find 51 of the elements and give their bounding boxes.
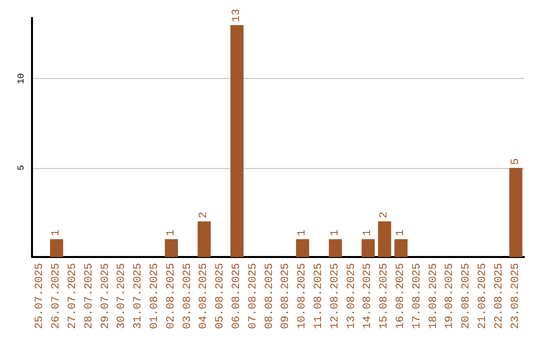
x-tick-label: 20.08.2025	[460, 262, 473, 330]
x-tick-label: 31.07.2025	[132, 262, 145, 330]
x-tick-label: 23.08.2025	[510, 262, 522, 330]
x-tick-label: 04.08.2025	[198, 262, 210, 330]
x-tick-label: 21.08.2025	[477, 262, 489, 330]
x-tick-label: 13.08.2025	[346, 262, 358, 330]
bar	[509, 168, 522, 257]
x-tick-label: 22.08.2025	[493, 262, 506, 330]
x-tick-label: 29.07.2025	[100, 262, 112, 330]
data-label: 1	[329, 229, 342, 236]
data-label: 2	[378, 212, 391, 218]
x-tick-label: 25.07.2025	[34, 262, 46, 330]
x-tick-label: 27.07.2025	[67, 262, 79, 330]
x-tick-label: 28.07.2025	[83, 262, 96, 330]
data-label: 2	[198, 212, 210, 218]
data-label: 13	[231, 8, 243, 22]
bar	[362, 239, 375, 257]
x-tick-label: 26.07.2025	[50, 262, 63, 330]
data-label: 5	[510, 158, 522, 165]
x-tick-label: 02.08.2025	[165, 262, 178, 330]
bar	[230, 25, 244, 257]
data-label: 1	[362, 229, 374, 236]
x-tick-label: 11.08.2025	[313, 262, 325, 330]
bar	[378, 221, 392, 257]
data-label: 1	[50, 229, 63, 236]
bar	[296, 239, 310, 257]
x-tick-label: 05.08.2025	[214, 262, 227, 330]
x-tick-label: 08.08.2025	[264, 262, 276, 330]
bar	[198, 221, 211, 257]
x-tick-label: 06.08.2025	[231, 262, 243, 330]
x-tick-label: 12.08.2025	[329, 262, 342, 330]
x-tick-label: 15.08.2025	[378, 262, 391, 330]
data-label: 1	[165, 229, 178, 236]
data-label: 1	[395, 229, 407, 236]
x-tick-label: 19.08.2025	[444, 262, 456, 330]
x-tick-label: 07.08.2025	[247, 262, 260, 330]
bar	[394, 239, 408, 257]
x-tick-label: 30.07.2025	[116, 262, 128, 330]
x-tick-label: 16.08.2025	[395, 262, 407, 330]
x-tick-label: 03.08.2025	[182, 262, 194, 330]
x-tick-label: 18.08.2025	[428, 262, 440, 330]
x-tick-label: 17.08.2025	[411, 262, 424, 330]
y-tick-label: 10	[16, 73, 26, 84]
x-tick-label: 10.08.2025	[296, 262, 309, 330]
data-label: 1	[296, 229, 309, 236]
x-tick-label: 14.08.2025	[362, 262, 374, 330]
bar	[328, 239, 342, 257]
x-tick-label: 01.08.2025	[149, 262, 161, 330]
x-tick-label: 09.08.2025	[280, 262, 292, 330]
bar	[164, 239, 178, 257]
bar	[50, 239, 64, 257]
